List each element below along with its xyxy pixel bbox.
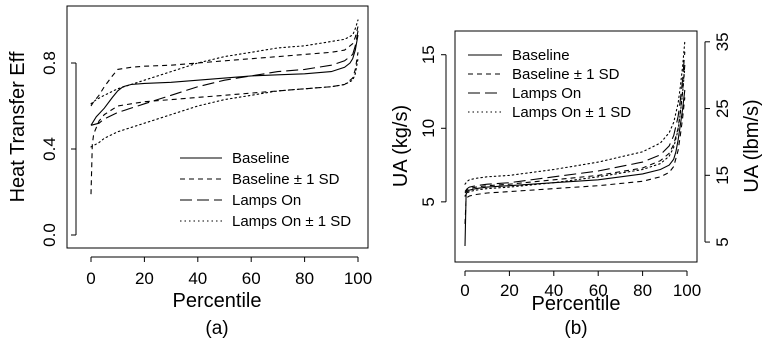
panel-b-y-right-tick-label: 5 — [713, 237, 732, 246]
panel-b-legend-label-baseline-1-sd: Baseline ± 1 SD — [512, 66, 620, 83]
panel-b-legend-label-baseline: Baseline — [512, 47, 570, 64]
panel-a-legend-label-baseline: Baseline — [232, 150, 290, 167]
panel-a-label: (a) — [205, 318, 228, 339]
panel-b-legend: Baseline Baseline ± 1 SD Lamps On Lamps On … — [468, 47, 631, 121]
panel-a-x-axis: 0 20 40 60 80 100 — [86, 256, 372, 288]
panel-b-series-group — [464, 40, 686, 247]
panel-b-y-tick-label: 10 — [419, 119, 438, 138]
panel-a-legend-label-lamps-on: Lamps On — [232, 192, 301, 209]
panel-a-x-tick-label: 20 — [135, 269, 154, 288]
panel-b-series-lamps-on-1-sd — [464, 67, 686, 197]
panel-a-x-tick-label: 60 — [242, 269, 261, 288]
panel-a-series-lamps-on-1-sd — [90, 58, 359, 148]
panel-a-y-tick-label: 0.4 — [40, 137, 59, 161]
panel-b-x-tick-label: 40 — [544, 281, 563, 300]
panel-b-legend-label-lamps-on: Lamps On — [512, 85, 581, 102]
panel-a-x-tick-label: 40 — [188, 269, 207, 288]
panel-a-y-axis-title: Heat Transfer Eff — [7, 51, 29, 202]
panel-a-series-lamps-on — [90, 30, 359, 126]
panel-a-x-tick-label: 100 — [344, 269, 372, 288]
panel-b-x-axis: 0 20 40 60 80 100 — [460, 270, 701, 300]
panel-b-y-axis-left: 5 10 15 — [419, 45, 447, 207]
panel-b-x-tick-label: 80 — [633, 281, 652, 300]
panel-b-series-baseline — [464, 89, 686, 247]
panel-b-x-tick-label: 20 — [500, 281, 519, 300]
panel-b-series-lamps-on-1-sd — [464, 40, 686, 185]
panel-a-plot-frame — [66, 5, 369, 249]
panel-b-y-right-tick-label: 25 — [713, 99, 732, 118]
panel-b-label: (b) — [564, 318, 587, 339]
panel-b-y-axis-title-right: UA (lbm/s) — [741, 99, 763, 192]
panel-a-heat-transfer-efficiency: 0 20 40 60 80 100 0.0 0.4 0.8 Percentile Heat T… — [7, 5, 372, 339]
panel-a-legend-label-lamps-on-1-sd: Lamps On ± 1 SD — [232, 213, 351, 230]
panel-b-x-axis-title: Percentile — [532, 293, 621, 315]
panel-a-series-baseline — [90, 34, 359, 126]
panel-a-series-lamps-on-1-sd — [90, 19, 359, 105]
panel-b-y-right-tick-label: 35 — [713, 32, 732, 51]
panel-b-series-lamps-on — [464, 51, 686, 192]
panel-b-x-tick-label: 60 — [589, 281, 608, 300]
panel-a-y-tick-label: 0.8 — [40, 51, 59, 75]
panel-a-y-axis: 0.0 0.4 0.8 — [40, 51, 77, 247]
panel-b-y-axis-right: 5 15 25 35 — [704, 32, 732, 247]
panel-a-legend-label-baseline-1-sd: Baseline ± 1 SD — [232, 171, 340, 188]
panel-b-y-axis-title-left: UA (kg/s) — [390, 105, 412, 187]
panel-a-x-tick-label: 0 — [86, 269, 95, 288]
panel-a-x-axis-title: Percentile — [173, 290, 262, 312]
panel-a-series-baseline-1-sd — [90, 26, 359, 107]
panel-a-y-tick-label: 0.0 — [40, 223, 59, 247]
panel-a-series-group — [90, 19, 359, 195]
panel-b-y-tick-label: 15 — [419, 45, 438, 64]
panel-b-x-tick-label: 100 — [673, 281, 701, 300]
panel-a-legend: Baseline Baseline ± 1 SD Lamps On Lamps On … — [180, 150, 351, 230]
panel-b-ua: 0 20 40 60 80 100 5 10 15 5 15 25 35 Percentile UA… — [390, 30, 763, 339]
panel-b-x-tick-label: 0 — [460, 281, 469, 300]
panel-b-legend-label-lamps-on-1-sd: Lamps On ± 1 SD — [512, 104, 631, 121]
panel-a-x-tick-label: 80 — [295, 269, 314, 288]
panel-b-series-baseline-1-sd — [464, 97, 686, 224]
panel-b-plot-frame — [454, 30, 698, 263]
panel-b-y-tick-label: 5 — [419, 197, 438, 206]
panel-b-y-right-tick-label: 15 — [713, 166, 732, 185]
